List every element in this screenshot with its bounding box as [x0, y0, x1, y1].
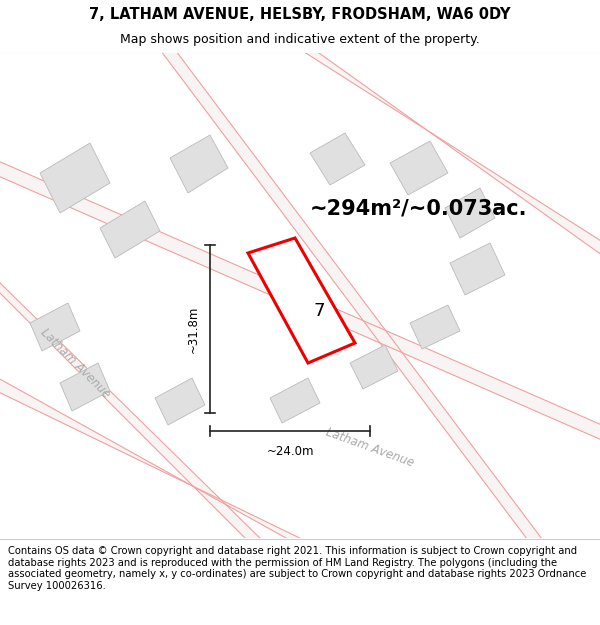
- Polygon shape: [0, 368, 310, 543]
- Polygon shape: [0, 153, 600, 448]
- Polygon shape: [390, 141, 448, 195]
- Polygon shape: [410, 305, 460, 349]
- Polygon shape: [450, 243, 505, 295]
- Text: Latham Avenue: Latham Avenue: [38, 326, 112, 401]
- Polygon shape: [0, 273, 265, 543]
- Polygon shape: [445, 188, 495, 238]
- Text: Map shows position and indicative extent of the property.: Map shows position and indicative extent…: [120, 33, 480, 46]
- Text: 7, LATHAM AVENUE, HELSBY, FRODSHAM, WA6 0DY: 7, LATHAM AVENUE, HELSBY, FRODSHAM, WA6 …: [89, 8, 511, 22]
- Polygon shape: [270, 378, 320, 423]
- Polygon shape: [248, 238, 355, 363]
- Polygon shape: [350, 345, 398, 389]
- Text: ~24.0m: ~24.0m: [266, 445, 314, 458]
- Text: ~294m²/~0.073ac.: ~294m²/~0.073ac.: [310, 198, 527, 218]
- Polygon shape: [170, 135, 228, 193]
- Polygon shape: [30, 303, 80, 351]
- Polygon shape: [100, 201, 160, 258]
- Polygon shape: [155, 43, 545, 543]
- Polygon shape: [40, 143, 110, 213]
- Text: Contains OS data © Crown copyright and database right 2021. This information is : Contains OS data © Crown copyright and d…: [8, 546, 586, 591]
- Text: 7: 7: [314, 302, 325, 320]
- Polygon shape: [60, 363, 110, 411]
- Polygon shape: [310, 133, 365, 185]
- Polygon shape: [155, 378, 205, 425]
- Polygon shape: [290, 43, 600, 268]
- Text: ~31.8m: ~31.8m: [187, 305, 200, 352]
- Text: Latham Avenue: Latham Avenue: [324, 426, 416, 470]
